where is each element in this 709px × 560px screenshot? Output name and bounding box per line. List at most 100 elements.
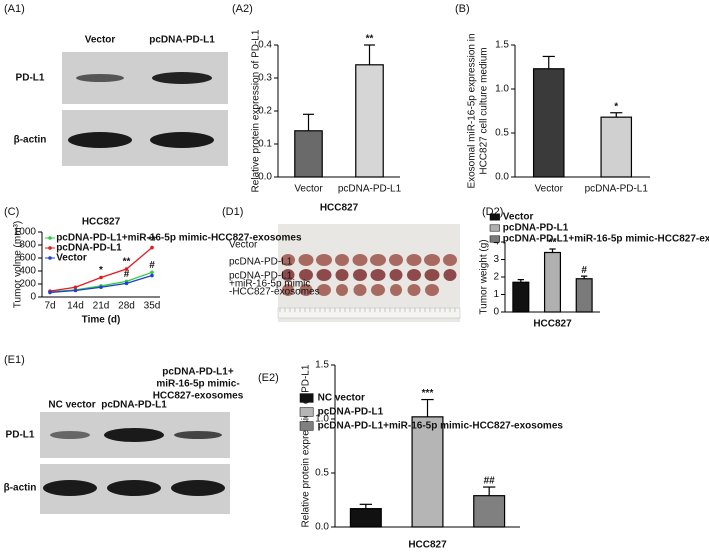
bar (294, 130, 323, 178)
tumor (335, 254, 349, 266)
y-tick-label: 0.0 (258, 172, 272, 183)
legend-label: pcDNA-PD-L1+miR-16-5p mimic-HCC827-exoso… (503, 234, 709, 245)
legend-label: NC vector (318, 393, 365, 404)
tumor (390, 284, 402, 296)
annotation: # (124, 269, 130, 280)
annotation: ** (549, 238, 557, 249)
column-label: pcDNA-PD-L1+ (162, 367, 234, 378)
x-tick-label: pcDNA-PD-L1 (338, 184, 402, 195)
tumor (370, 254, 386, 266)
y-axis-label: HCC827 cell culture medium (479, 47, 490, 174)
ruler (277, 307, 461, 319)
column-label: HCC827-exosomes (153, 391, 244, 402)
y-axis-label: Relative protein expression of PD-L1 (301, 364, 312, 527)
band (50, 431, 90, 439)
column-label: NC vector (48, 400, 95, 411)
y-tick-label: 0.0 (495, 172, 509, 183)
tumor (424, 254, 440, 266)
band (76, 74, 124, 82)
annotation: * (99, 265, 103, 276)
tumor (316, 254, 332, 266)
y-tick-label: 1.0 (315, 414, 329, 425)
tumor (353, 269, 367, 281)
tumor (335, 269, 349, 281)
tumor (406, 254, 422, 266)
x-tick-label: 28d (118, 301, 135, 312)
annotation: ** (123, 257, 131, 268)
tumor (316, 269, 332, 281)
annotation: ** (148, 235, 156, 246)
tumor (389, 254, 403, 266)
tumor (425, 284, 439, 296)
bar (543, 251, 562, 313)
bar (355, 64, 384, 178)
tumor (443, 269, 457, 281)
tumor (389, 269, 403, 281)
legend-swatch (489, 235, 500, 243)
x-axis-label: HCC827 (408, 540, 447, 551)
legend-swatch (299, 407, 314, 417)
annotation: # (581, 265, 587, 276)
tumor (443, 254, 457, 266)
band (104, 428, 164, 442)
column-label: pcDNA-PD-L1 (101, 400, 167, 411)
x-axis-label: Time (d) (82, 315, 121, 326)
panel-label: (A2) (232, 3, 253, 15)
row-label: PD-L1 (6, 430, 35, 441)
point (150, 245, 154, 250)
tumor (352, 254, 368, 266)
y-tick-label: 400 (19, 266, 36, 277)
bar (532, 68, 565, 178)
tumor (299, 284, 313, 296)
y-tick-label: 1 (493, 289, 499, 300)
y-tick-label: 0.2 (258, 106, 272, 117)
row-label: -HCC827-exosomes (229, 287, 320, 298)
y-axis-label: Tumor volme (mm³) (13, 221, 24, 308)
tumor (299, 269, 313, 281)
row-label: Vector (229, 240, 258, 251)
y-axis-label: Tumor weight (g) (479, 239, 490, 314)
tumor (336, 284, 348, 296)
column-label: Vector (85, 35, 116, 46)
row-label: β-actin (14, 135, 47, 146)
annotation: # (149, 260, 155, 271)
y-tick-label: 1.0 (495, 84, 509, 95)
column-label: miR-16-5p mimic- (156, 379, 239, 390)
legend-swatch (299, 421, 314, 431)
tumor (353, 284, 367, 296)
legend-label: Vector (56, 253, 87, 264)
bar (411, 416, 444, 528)
y-tick-label: 0.5 (495, 128, 509, 139)
band (152, 72, 212, 84)
row-label: pcDNA-PD-L1 (229, 271, 293, 282)
bar (600, 116, 633, 178)
tumor (370, 269, 386, 281)
bar (473, 495, 506, 528)
panel-label: (E2) (258, 372, 279, 384)
y-tick-label: 0 (30, 292, 36, 303)
annotation: * (614, 101, 618, 112)
band (68, 132, 132, 148)
tumor (407, 269, 421, 281)
panel-label: (E1) (4, 354, 25, 366)
chart-title: HCC827 (82, 217, 121, 228)
tumor (317, 284, 331, 296)
annotation: ** (366, 34, 374, 45)
y-tick-label: 1000 (14, 227, 37, 238)
y-tick-label: 1.5 (495, 40, 509, 51)
point (73, 285, 78, 290)
legend-label: pcDNA-PD-L1 (503, 223, 569, 234)
point (73, 288, 78, 293)
y-axis-label: Relative protein expression of PD-L1 (251, 29, 262, 192)
legend-swatch (489, 224, 500, 232)
x-tick-label: 35d (144, 301, 161, 312)
row-label: PD-L1 (16, 73, 45, 84)
y-tick-label: 0 (493, 307, 499, 318)
tumor (282, 284, 294, 296)
row-label: β-actin (4, 483, 37, 494)
point (124, 267, 129, 271)
column-label: pcDNA-PD-L1 (149, 35, 215, 46)
band (150, 132, 214, 148)
x-tick-label: 21d (93, 301, 110, 312)
